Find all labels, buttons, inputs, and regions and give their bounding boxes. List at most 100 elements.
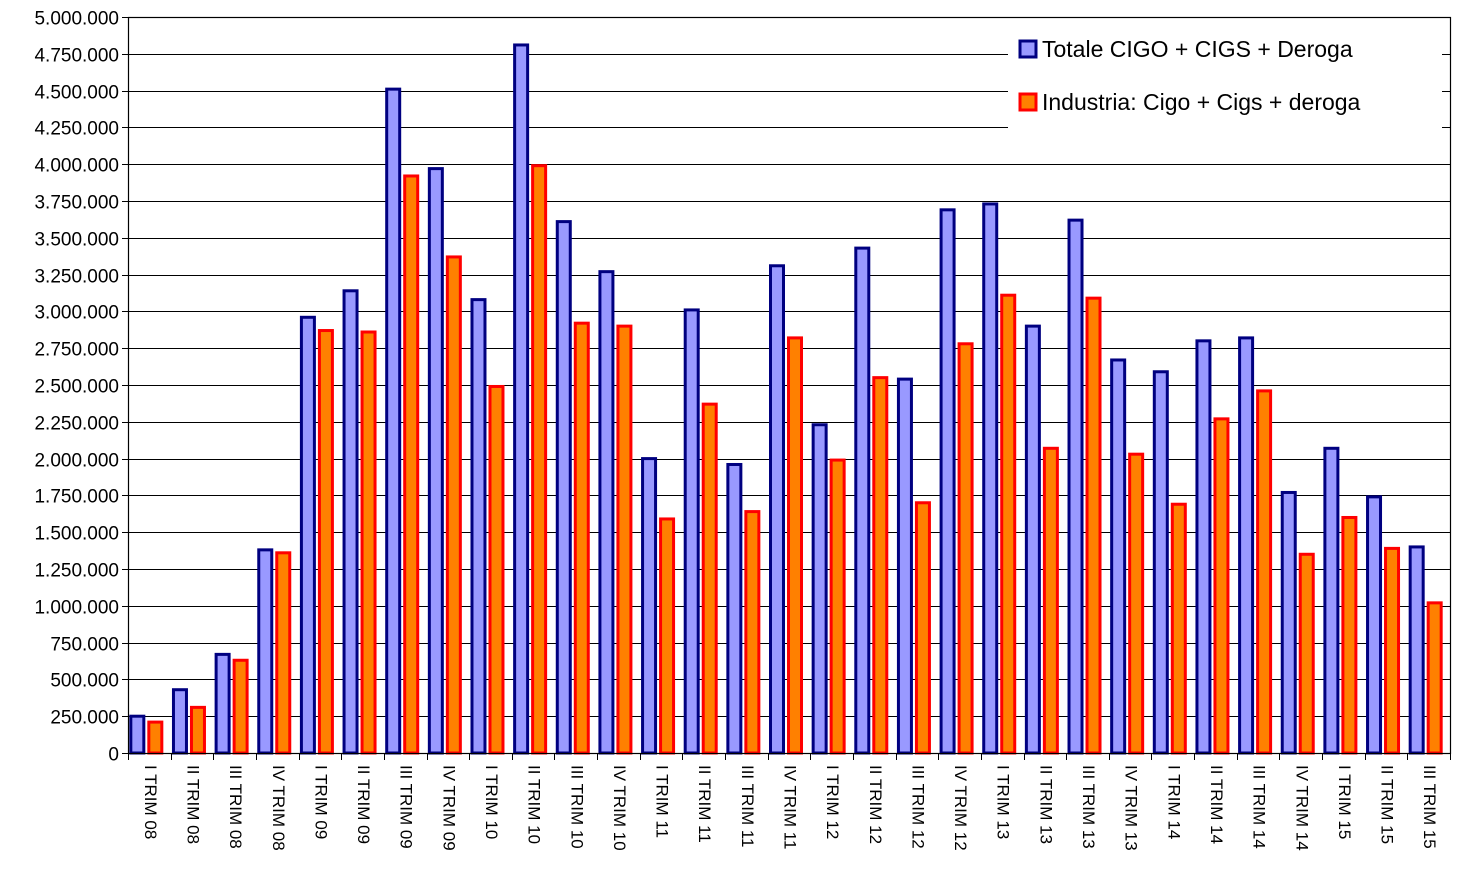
y-tick-label: 2.250.000 (34, 414, 119, 435)
bar-industria (1085, 296, 1102, 755)
bar-totale (513, 43, 530, 755)
y-tick-label: 4.500.000 (34, 83, 119, 104)
x-category-label: II TRIM 15 (1378, 765, 1397, 844)
x-category-label: II TRIM 12 (866, 765, 885, 844)
bar-totale (1280, 490, 1297, 755)
x-category-label: II TRIM 10 (525, 765, 544, 844)
bar-totale (811, 423, 828, 755)
bar-industria (701, 402, 718, 755)
bar-industria (189, 705, 206, 755)
bar-totale (299, 315, 316, 755)
bar-totale (1152, 370, 1169, 755)
y-tick-label: 3.750.000 (34, 193, 119, 214)
y-tick-label: 5.000.000 (34, 9, 119, 30)
bar-industria (1000, 293, 1017, 755)
bar-industria (360, 330, 377, 755)
bar-totale (598, 270, 615, 755)
y-tick-label: 4.750.000 (34, 46, 119, 67)
bar-totale (1195, 339, 1212, 755)
bar-industria (488, 384, 505, 755)
bar-totale (385, 87, 402, 755)
bar-totale (896, 377, 913, 755)
y-tick-label: 4.250.000 (34, 119, 119, 140)
legend-swatch (1018, 39, 1038, 59)
bar-totale (427, 167, 444, 755)
legend-label: Totale CIGO + CIGS + Deroga (1042, 36, 1353, 62)
x-category-label: III TRIM 10 (567, 765, 586, 849)
bar-industria (616, 324, 633, 755)
bar-industria (1298, 552, 1315, 755)
bar-totale (342, 289, 359, 755)
bars (129, 43, 1443, 755)
x-category-label: I TRIM 10 (482, 765, 501, 839)
y-axis-tick-labels: 0 250.000 500.000 750.000 1.000.000 1.250.000… (34, 9, 119, 766)
bar-totale (683, 308, 700, 755)
bar-industria (445, 255, 462, 755)
x-axis-category-labels: I TRIM 08 II TRIM 08 III TRIM 08 IV TRIM 08… (141, 765, 1439, 851)
bar-industria (914, 501, 931, 755)
y-tick-label: 250.000 (50, 708, 119, 729)
plot-frame (127, 16, 1452, 755)
bar-totale (1024, 324, 1041, 755)
bar-industria (957, 342, 974, 755)
x-category-label: I TRIM 11 (653, 765, 672, 838)
bar-industria (659, 517, 676, 755)
x-category-label: I TRIM 09 (311, 765, 330, 839)
x-category-label: II TRIM 08 (183, 765, 202, 844)
bar-totale (470, 298, 487, 755)
bar-industria (147, 720, 164, 755)
y-tick-label: 1.000.000 (34, 598, 119, 619)
y-tick-label: 750.000 (50, 635, 119, 656)
bar-industria (1256, 389, 1273, 755)
x-category-label: II TRIM 09 (354, 765, 373, 844)
x-category-label: I TRIM 08 (141, 765, 160, 839)
bar-totale (555, 220, 572, 755)
bar-industria (1341, 515, 1358, 755)
bar-totale (1323, 446, 1340, 755)
bar-industria (1042, 446, 1059, 755)
legend-box (1008, 25, 1442, 128)
x-category-label: II TRIM 11 (695, 765, 714, 843)
bar-industria (232, 658, 249, 755)
bar-industria (1426, 601, 1443, 755)
y-tick-label: 500.000 (50, 671, 119, 692)
x-category-label: III TRIM 15 (1420, 765, 1439, 849)
bar-industria (872, 376, 889, 755)
bar-industria (573, 321, 590, 755)
y-tick-label: 3.000.000 (34, 303, 119, 324)
bar-totale (726, 462, 743, 755)
bar-industria (744, 510, 761, 755)
bar-industria (531, 164, 548, 755)
bar-totale (1067, 218, 1084, 755)
x-category-label: III TRIM 12 (908, 765, 927, 849)
bar-totale (1366, 495, 1383, 755)
y-tick-label: 2.500.000 (34, 377, 119, 398)
bar-totale (129, 714, 146, 755)
x-category-label: IV TRIM 08 (269, 765, 288, 851)
bar-totale (641, 457, 658, 755)
y-tick-label: 2.750.000 (34, 340, 119, 361)
legend: Totale CIGO + CIGS + Deroga Industria: Ci… (1008, 25, 1442, 128)
x-category-label: III TRIM 13 (1079, 765, 1098, 849)
legend-label: Industria: Cigo + Cigs + deroga (1042, 89, 1361, 115)
x-category-label: III TRIM 08 (226, 765, 245, 849)
x-category-label: IV TRIM 14 (1292, 765, 1311, 851)
bar-totale (171, 688, 188, 755)
bar-industria (787, 336, 803, 755)
y-tick-label: 0 (108, 745, 119, 766)
x-category-label: II TRIM 14 (1207, 765, 1226, 844)
y-tick-label: 3.250.000 (34, 267, 119, 288)
y-tick-label: 3.500.000 (34, 230, 119, 251)
bar-totale (982, 202, 999, 755)
bar-totale (257, 548, 274, 755)
bar-industria (829, 458, 846, 755)
bar-industria (1213, 417, 1230, 755)
x-category-label: IV TRIM 12 (951, 765, 970, 851)
bar-totale (1408, 545, 1425, 755)
bar-totale (769, 264, 785, 755)
bar-totale (214, 652, 231, 755)
bar-industria (403, 174, 420, 755)
bar-industria (317, 329, 334, 755)
legend-swatch (1018, 92, 1038, 112)
